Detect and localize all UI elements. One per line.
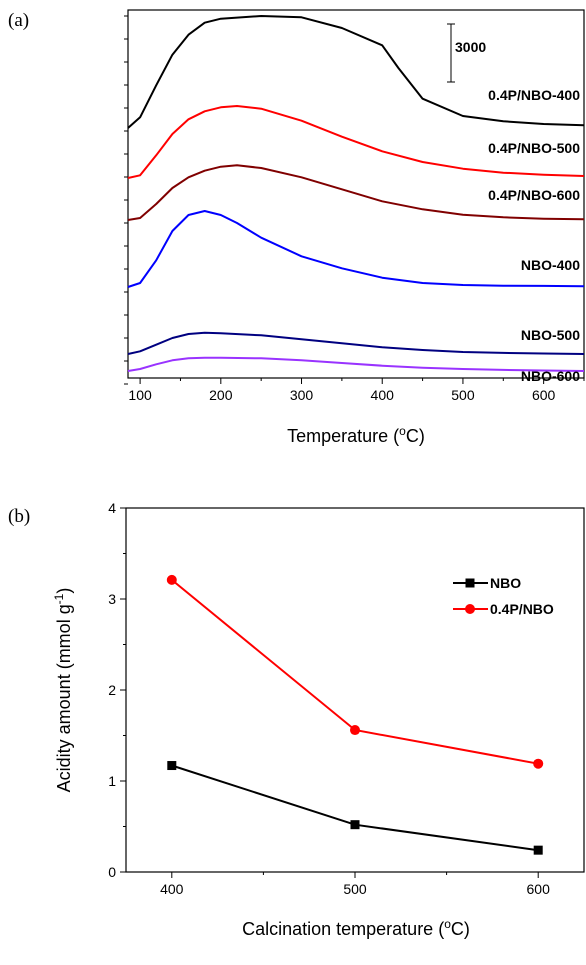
y-tick-label-b: 4 bbox=[108, 500, 116, 516]
legend-label: 0.4P/NBO bbox=[490, 601, 554, 617]
x-tick-label-a: 500 bbox=[451, 387, 475, 403]
legend-label: NBO bbox=[490, 575, 521, 591]
x-axis-title-a: Temperature (oC) bbox=[287, 424, 425, 446]
x-axis-title-b: Calcination temperature (oC) bbox=[242, 917, 470, 939]
series-line-0-4p-nbo-600 bbox=[127, 164, 585, 221]
x-tick-label-a: 300 bbox=[290, 387, 314, 403]
y-tick-label-b: 2 bbox=[108, 682, 116, 698]
series-line-0-4p-nbo-400 bbox=[127, 15, 585, 129]
x-tick-label-b: 600 bbox=[527, 881, 551, 897]
data-point-nbo bbox=[533, 845, 543, 855]
plot-frame-a bbox=[127, 9, 585, 379]
series-line-nbo-400 bbox=[127, 210, 585, 288]
series-label-a: 0.4P/NBO-500 bbox=[488, 140, 580, 156]
scale-bar-label: 3000 bbox=[455, 39, 486, 55]
series-line-nbo-600 bbox=[127, 356, 585, 372]
data-point-nbo bbox=[167, 761, 177, 771]
y-tick-label-b: 3 bbox=[108, 591, 116, 607]
x-tick-label-b: 400 bbox=[160, 881, 184, 897]
panel-b-tag: (b) bbox=[8, 506, 31, 527]
plot-frame-b bbox=[125, 507, 585, 873]
y-tick-label-b: 1 bbox=[108, 773, 116, 789]
x-tick-label-a: 100 bbox=[128, 387, 152, 403]
x-tick-label-a: 200 bbox=[209, 387, 233, 403]
tpd-chart: 100 200 300 400 500 600 0.4P/NBO-400 0.4P/NBO-5… bbox=[124, 9, 585, 446]
data-point-nbo bbox=[350, 820, 360, 830]
x-tick-label-a: 400 bbox=[371, 387, 395, 403]
series-line-nbo-500 bbox=[127, 331, 585, 355]
legend-marker bbox=[465, 578, 475, 588]
series-label-a: NBO-500 bbox=[521, 327, 580, 343]
series-label-a: 0.4P/NBO-600 bbox=[488, 187, 580, 203]
data-point-0-4p-nbo bbox=[166, 574, 177, 585]
y-tick-label-b: 0 bbox=[108, 864, 116, 880]
x-tick-label-a: 600 bbox=[532, 387, 556, 403]
series-label-a: NBO-400 bbox=[521, 257, 580, 273]
legend-marker bbox=[465, 604, 475, 614]
y-axis-title-b: Acidity amount (mmol g-1) bbox=[52, 588, 74, 793]
series-line-nbo bbox=[171, 764, 539, 852]
data-point-0-4p-nbo bbox=[350, 725, 360, 736]
data-point-0-4p-nbo bbox=[533, 758, 544, 769]
series-line-0-4p-nbo bbox=[171, 579, 539, 765]
series-label-a: 0.4P/NBO-400 bbox=[488, 87, 580, 103]
series-label-a: NBO-600 bbox=[521, 368, 580, 384]
panel-a-tag: (a) bbox=[8, 10, 30, 31]
series-line-0-4p-nbo-500 bbox=[127, 105, 585, 179]
x-tick-label-b: 500 bbox=[343, 881, 367, 897]
